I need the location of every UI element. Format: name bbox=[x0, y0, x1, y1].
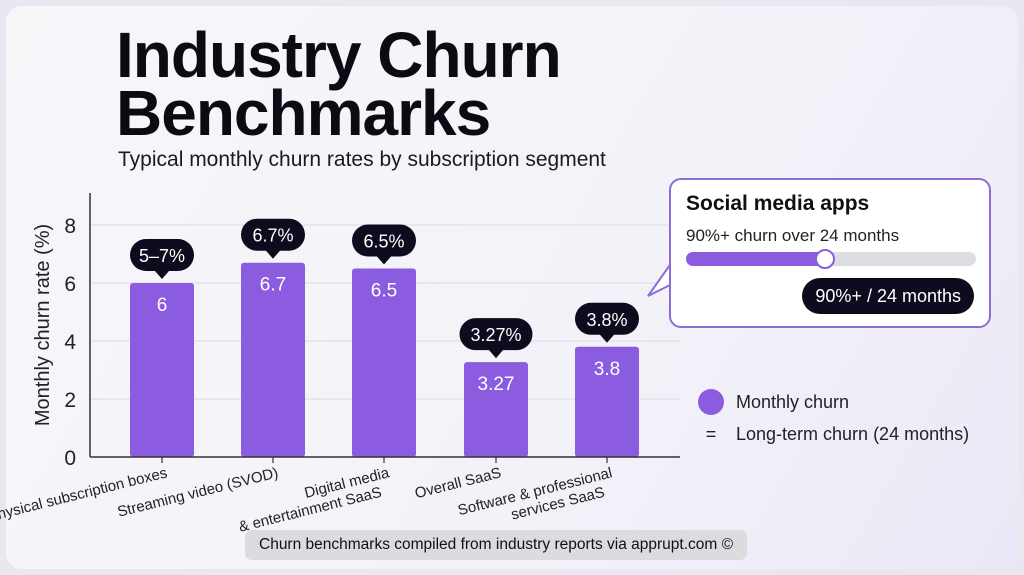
callout-label: 5–7% bbox=[139, 246, 185, 266]
y-tick-label: 0 bbox=[64, 447, 76, 470]
callout-bubble bbox=[575, 302, 639, 343]
legend-equals-icon: = bbox=[705, 423, 717, 444]
bar bbox=[130, 283, 194, 457]
y-tick-label: 6 bbox=[64, 273, 76, 296]
callout-label: 3.27% bbox=[470, 325, 521, 345]
callout-label: 6.7% bbox=[252, 226, 293, 246]
legend-longterm: Long-term churn (24 months) bbox=[736, 423, 970, 444]
y-axis-label: Monthly churn rate (%) bbox=[32, 224, 54, 426]
popup-heading: Social media apps bbox=[686, 192, 870, 215]
y-tick-label: 2 bbox=[64, 389, 76, 412]
legend: Monthly churn = Long-term churn (24 month… bbox=[698, 386, 969, 450]
callout-label: 3.8% bbox=[586, 310, 627, 330]
callout-bubble bbox=[130, 239, 194, 279]
callout-bubble bbox=[352, 224, 416, 265]
subtitle: Typical monthly churn rates by subscript… bbox=[118, 148, 606, 171]
page-title: Industry Churn Benchmarks bbox=[116, 19, 562, 149]
progress-fill bbox=[686, 252, 826, 266]
bar bbox=[575, 346, 639, 457]
y-tick-label: 8 bbox=[64, 215, 76, 238]
bar bbox=[464, 362, 528, 457]
legend-monthly: Monthly churn bbox=[736, 391, 850, 412]
bar-value-label: 6 bbox=[157, 295, 168, 316]
title-line-2: Benchmarks bbox=[116, 77, 491, 149]
x-tick-label: Physical subscription boxes bbox=[0, 464, 169, 525]
popup-pointer bbox=[647, 262, 673, 297]
social-media-popup: Social media apps 90%+ churn over 24 mon… bbox=[669, 178, 991, 328]
bar bbox=[352, 268, 416, 457]
bar-value-label: 6.5 bbox=[371, 281, 397, 302]
progress-knob bbox=[815, 249, 836, 269]
progress-track bbox=[686, 249, 976, 269]
callout-label: 6.5% bbox=[363, 232, 404, 252]
callout-bubble bbox=[241, 218, 305, 259]
footer-caption: Churn benchmarks compiled from industry … bbox=[245, 530, 748, 560]
bar-value-label: 6.7 bbox=[260, 275, 286, 296]
popup-subtitle: 90%+ churn over 24 months bbox=[686, 226, 900, 245]
bar-value-label: 3.8 bbox=[594, 359, 620, 380]
title-line-1: Industry Churn bbox=[116, 19, 562, 91]
bar bbox=[241, 262, 305, 457]
legend-swatch-icon bbox=[698, 389, 724, 415]
y-tick-label: 4 bbox=[64, 331, 76, 354]
callout-bubble bbox=[459, 318, 533, 359]
popup-pill: 90%+ / 24 months bbox=[802, 278, 974, 314]
bar-value-label: 3.27 bbox=[478, 374, 515, 395]
